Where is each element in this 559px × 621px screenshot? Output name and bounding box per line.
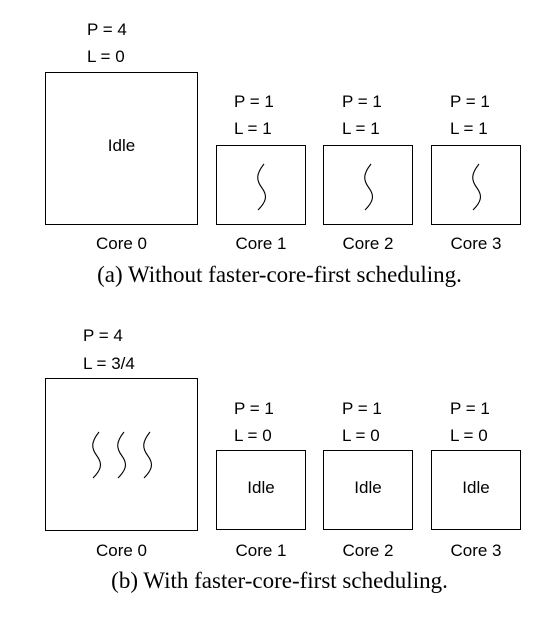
core2-l-label: L = 0: [342, 426, 380, 446]
idle-label: Idle: [247, 478, 274, 498]
core3-l-label: L = 0: [450, 426, 488, 446]
core0-l-label: L = 0: [87, 47, 125, 67]
core0-l-label: L = 3/4: [83, 354, 135, 374]
thread-icon: [361, 164, 377, 210]
core2-p-label: P = 1: [342, 399, 382, 419]
core0-label: Core 0: [45, 234, 198, 254]
idle-label: Idle: [354, 478, 381, 498]
core3-p-label: P = 1: [450, 92, 490, 112]
core1-p-label: P = 1: [234, 399, 274, 419]
core3-label: Core 3: [431, 234, 521, 254]
core3-p-label: P = 1: [450, 399, 490, 419]
idle-label: Idle: [462, 478, 489, 498]
core2-p-label: P = 1: [342, 92, 382, 112]
core2-l-label: L = 1: [342, 119, 380, 139]
core0-box: Idle: [45, 72, 198, 225]
core1-label: Core 1: [216, 541, 306, 561]
thread-icon: [254, 164, 270, 210]
core3-box: Idle: [431, 450, 521, 530]
core0-label: Core 0: [45, 541, 198, 561]
core0-p-label: P = 4: [83, 326, 123, 346]
core2-box: Idle: [323, 450, 413, 530]
thread-icon: [89, 432, 105, 478]
core1-l-label: L = 1: [234, 119, 272, 139]
core3-label: Core 3: [431, 541, 521, 561]
core2-label: Core 2: [323, 234, 413, 254]
core3-l-label: L = 1: [450, 119, 488, 139]
core1-label: Core 1: [216, 234, 306, 254]
core0-p-label: P = 4: [87, 20, 127, 40]
caption-a: (a) Without faster-core-first scheduling…: [0, 262, 559, 288]
thread-icon: [114, 432, 130, 478]
thread-icon: [469, 164, 485, 210]
thread-icon: [140, 432, 156, 478]
idle-label: Idle: [108, 136, 135, 156]
core1-box: Idle: [216, 450, 306, 530]
caption-b: (b) With faster-core-first scheduling.: [0, 568, 559, 594]
core1-p-label: P = 1: [234, 92, 274, 112]
core1-l-label: L = 0: [234, 426, 272, 446]
core2-label: Core 2: [323, 541, 413, 561]
